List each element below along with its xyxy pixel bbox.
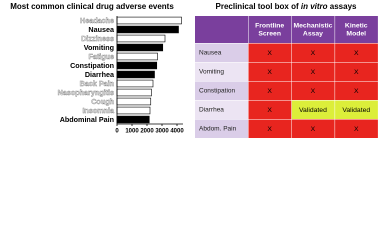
header-text: Model [346,30,366,37]
bar [116,70,155,79]
header-text: Mechanistic [293,22,332,29]
cell-text: Validated [342,107,370,114]
cell-text: X [267,50,272,57]
cell-text: X [354,88,359,95]
x-tick-label: 3000 [155,129,169,135]
y-tick-label: Diarrhea [85,70,115,79]
cell [291,119,335,138]
title-part: assays [328,2,357,11]
cell [248,100,292,119]
cell-text: X [354,69,359,76]
cell-text: X [311,88,316,95]
header-text: Kinetic [345,22,368,29]
cell-text: X [267,69,272,76]
row-label-cell [195,100,248,119]
bar [116,16,182,25]
page: {"chart_data": {"type": "hbar", "title":… [10,2,378,138]
cell [248,43,292,62]
x-tick-label: 2000 [140,129,154,135]
cell [335,81,378,100]
cell [291,81,335,100]
bar [116,43,164,52]
title-part: in vitro [301,2,328,11]
y-tick-label: Fatigue [88,52,114,61]
header-text: Screen [258,30,281,37]
cell-text: X [311,69,316,76]
row-label-cell [195,119,248,138]
cell [291,100,335,119]
row-label: Nausea [199,50,222,57]
header-cell [195,16,248,43]
header-cell [335,16,378,43]
y-tick-label: Nausea [88,25,115,34]
row-label: Abdom. Pain [199,126,237,133]
bar [116,106,151,115]
chart-title: Most common clinical drug adverse events [10,2,174,11]
cell-text: X [267,107,272,114]
cell [335,62,378,81]
header-cell [291,16,335,43]
cell-text: X [354,126,359,133]
x-tick-label: 0 [115,129,119,135]
header-text: Assay [303,30,323,37]
cell [248,81,292,100]
table-title: Preclinical tool box of in vitro assays [216,2,358,11]
y-tick-label: Cough [91,97,114,106]
y-tick-label: Constipation [70,61,114,70]
cell-text: X [354,50,359,57]
y-tick-label: Insomnia [82,106,115,115]
cell [291,43,335,62]
cell-text: X [311,126,316,133]
y-tick-label: Headache [80,16,114,25]
row-label: Vomiting [199,69,224,76]
row-label: Diarrhea [199,107,224,114]
cell-text: X [311,50,316,57]
row-label: Constipation [199,88,236,95]
bar [116,79,154,88]
cell [335,119,378,138]
cell [335,100,378,119]
bar [116,88,152,97]
bar [116,97,152,106]
y-tick-label: Vomiting [84,43,114,52]
row-label-cell [195,43,248,62]
bar [116,115,150,124]
bar [116,34,166,43]
row-label-cell [195,81,248,100]
cell [248,119,292,138]
cell-text: X [267,126,272,133]
cell [248,62,292,81]
row-label-cell [195,62,248,81]
x-tick-label: 1000 [125,129,139,135]
title-part: Preclinical tool box of [216,2,301,11]
y-tick-label: Dizziness [81,34,114,43]
bar [116,61,158,70]
header-cell [248,16,292,43]
y-tick-label: Back Pain [80,79,114,88]
y-tick-label: Abdominal Pain [60,115,114,124]
bar [116,52,158,61]
bar [116,25,179,34]
cell-text: X [267,88,272,95]
figure: Most common clinical drug adverse events… [10,2,378,138]
cell [291,62,335,81]
cell [335,43,378,62]
x-tick-label: 4000 [170,129,184,135]
header-text: Frontline [255,22,284,29]
y-tick-label: Nasopharyngitis [58,88,114,97]
cell-text: Validated [299,107,327,114]
